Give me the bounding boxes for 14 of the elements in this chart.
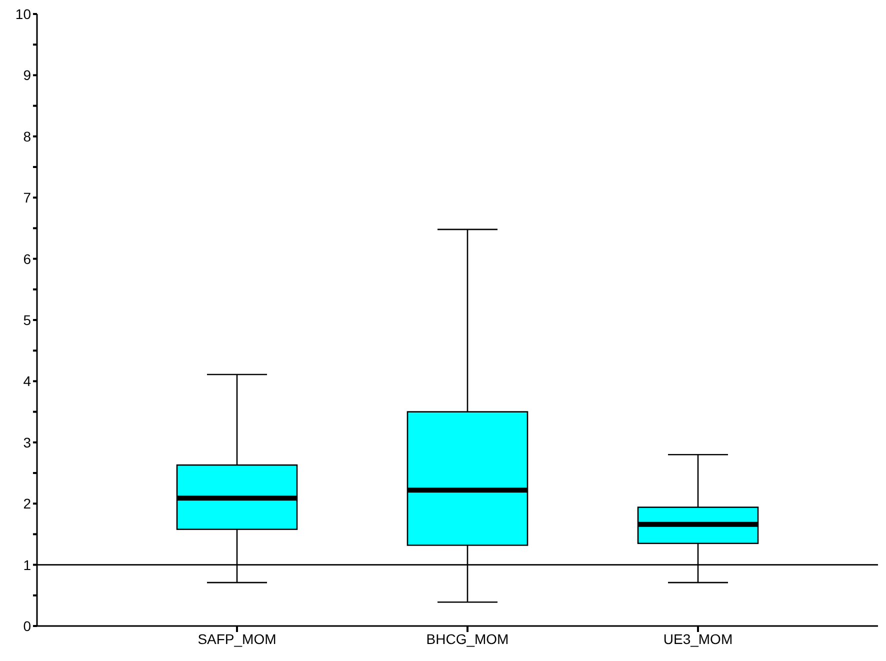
y-tick-label: 8: [23, 128, 32, 144]
y-tick-label: 3: [23, 434, 32, 450]
y-tick-label: 1: [23, 556, 32, 573]
y-tick-label: 10: [15, 6, 32, 22]
y-tick-label: 9: [23, 67, 32, 84]
y-tick-label: 0: [23, 618, 32, 634]
y-tick-label: 6: [23, 250, 32, 267]
x-tick-label: BHCG_MOM: [426, 630, 509, 647]
y-tick-label: 4: [23, 373, 32, 390]
y-tick-label: 5: [23, 312, 32, 328]
y-tick-label: 2: [23, 496, 32, 512]
x-tick-label: UE3_MOM: [663, 630, 733, 647]
x-tick-label: SAFP_MOM: [198, 630, 276, 647]
y-tick-label: 7: [23, 190, 32, 206]
